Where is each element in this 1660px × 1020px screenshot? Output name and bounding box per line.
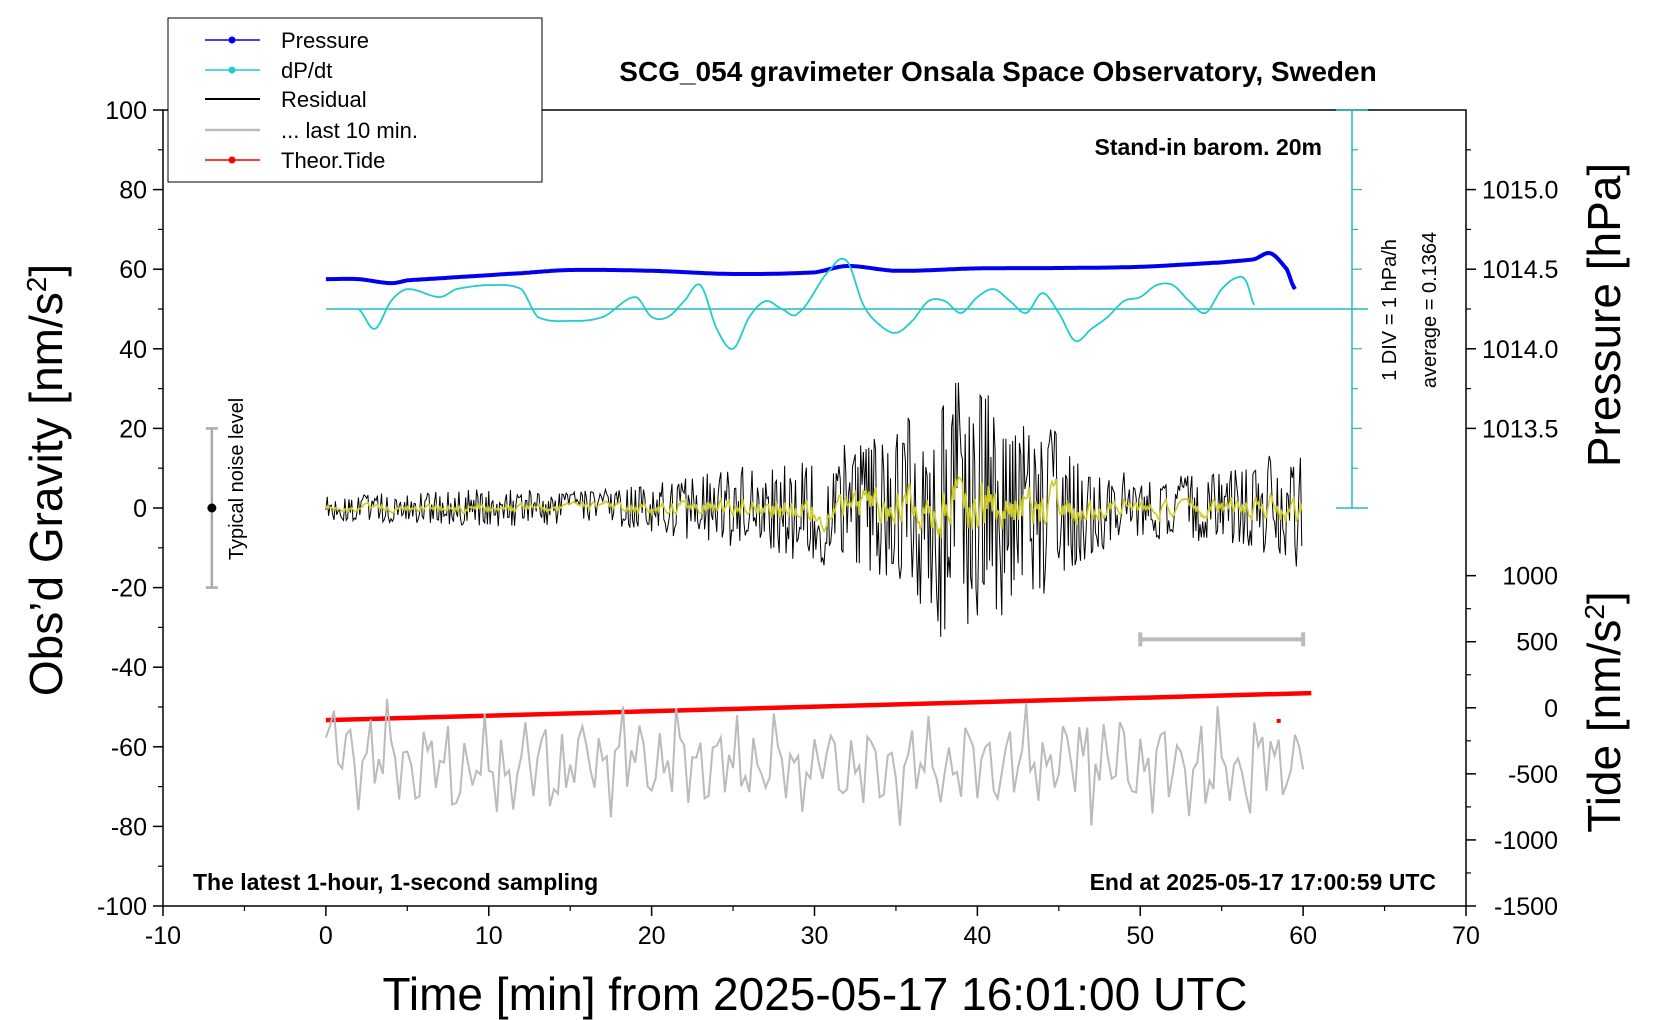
tide-tick-label: -500: [1508, 761, 1558, 789]
series-layer: [324, 250, 1368, 826]
tide-tick-label: 500: [1516, 629, 1558, 657]
dpdt-scale-label: 1 DIV = 1 hPa/h: [1379, 239, 1401, 381]
x-axis-title: Time [min] from 2025-05-17 16:01:00 UTC: [383, 968, 1248, 1020]
noise-bar-center-dot: [207, 503, 217, 513]
pressure-axis-ticks: 1013.5 1014.0 1014.5 1015.0: [1466, 149, 1558, 443]
x-tick-label: 30: [801, 922, 829, 950]
pressure-tick-label: 1014.0: [1482, 336, 1558, 364]
tide-axis-ticks: 1000 500 0 -500 -1000 -1500: [1466, 563, 1558, 921]
x-tick-label: 50: [1126, 922, 1154, 950]
series-pressure: [325, 250, 1297, 291]
series-dpdt: [357, 257, 1256, 350]
x-tick-label: 0: [319, 922, 333, 950]
legend-marker-pressure: [228, 36, 236, 44]
y-axis-title-superscript: 2: [21, 277, 52, 293]
latest-hour-annotation: The latest 1-hour, 1-second sampling: [193, 869, 598, 895]
tide-tick-label: 0: [1544, 695, 1558, 723]
x-tick-label: 40: [963, 922, 991, 950]
pressure-tick-label: 1015.0: [1482, 177, 1558, 205]
legend-label-pressure: Pressure: [281, 28, 369, 53]
noise-level-bar: [205, 427, 218, 589]
tide-tick-label: -1500: [1494, 893, 1558, 921]
series-residual: [325, 382, 1303, 637]
legend-marker-tide: [228, 156, 236, 164]
series-residual-smoothed: [325, 476, 1303, 539]
y-tick-label: -100: [97, 893, 147, 921]
series-theor-tide: [325, 690, 1312, 723]
noise-level-label: Typical noise level: [226, 398, 248, 560]
y-tick-label: 60: [119, 256, 147, 284]
pressure-tick-label: 1013.5: [1482, 415, 1558, 443]
theoretical-tide-layer: [325, 690, 1312, 723]
dpdt-scale-axis: [1335, 109, 1368, 509]
legend-label-tide: Theor.Tide: [281, 148, 385, 173]
tide-tick-label: 1000: [1502, 563, 1558, 591]
y-tick-label: -80: [111, 813, 147, 841]
y-axis-title-gravity: Obs’d Gravity [nm/s2]: [20, 264, 72, 696]
y-tick-label: 0: [133, 495, 147, 523]
legend-label-last10: ... last 10 min.: [281, 118, 418, 143]
stand-in-annotation: Stand-in barom. 20m: [1095, 134, 1322, 160]
y-axis-title-pressure: Pressure [hPa]: [1578, 163, 1630, 467]
tide-tick-label: -1000: [1494, 827, 1558, 855]
legend: Pressure dP/dt Residual ... last 10 min.…: [167, 17, 543, 183]
x-tick-label: -10: [145, 922, 181, 950]
legend-marker-dpdt: [228, 66, 236, 74]
tide-point-marker: [1276, 718, 1281, 723]
y-tick-label: 100: [105, 97, 147, 125]
y-tick-label: -20: [111, 575, 147, 603]
series-last-10-min: [324, 698, 1305, 826]
pressure-tick-label: 1014.5: [1482, 256, 1558, 284]
x-tick-label: 20: [638, 922, 666, 950]
legend-label-dpdt: dP/dt: [281, 58, 332, 83]
x-axis-ticks: -10 0 10 20 30 40 50 60 70: [145, 906, 1480, 950]
y-tick-label: -60: [111, 734, 147, 762]
tide-title-superscript: 2: [1579, 604, 1610, 620]
x-tick-label: 10: [475, 922, 503, 950]
y-tick-label: -40: [111, 654, 147, 682]
chart-title: SCG_054 gravimeter Onsala Space Observat…: [619, 56, 1376, 87]
y-tick-label: 20: [119, 415, 147, 443]
y-tick-label: 40: [119, 336, 147, 364]
end-time-annotation: End at 2025-05-17 17:00:59 UTC: [1090, 869, 1436, 895]
y-axis-ticks: -100 -80 -60 -40 -20 0 20 40 60 80 100: [97, 97, 163, 921]
y-axis-title-tide: Tide [nm/s2]: [1578, 591, 1630, 832]
x-tick-label: 70: [1452, 922, 1480, 950]
x-tick-label: 60: [1289, 922, 1317, 950]
y-tick-label: 80: [119, 177, 147, 205]
legend-label-residual: Residual: [281, 87, 367, 112]
dpdt-average-label: average = 0.1364: [1419, 232, 1441, 388]
